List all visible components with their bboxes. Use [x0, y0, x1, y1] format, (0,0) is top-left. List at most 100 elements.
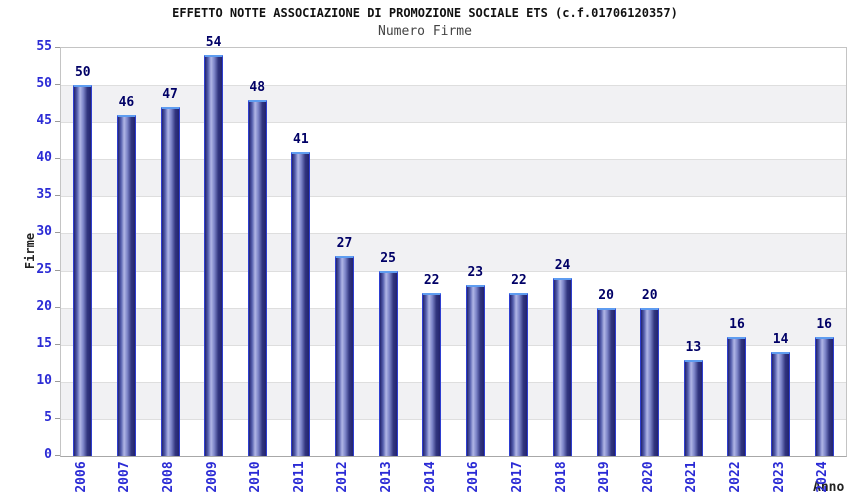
- y-tick-label: 30: [36, 224, 52, 240]
- x-tick-label: 2008: [161, 461, 177, 493]
- gridline: [61, 344, 846, 346]
- bar-value-label: 48: [249, 80, 266, 95]
- y-tick-label: 5: [44, 409, 52, 425]
- bar-2019: [596, 308, 616, 456]
- y-tick-mark: [55, 195, 60, 197]
- bar-value-label: 41: [293, 132, 309, 147]
- x-axis-title: Anno: [813, 480, 845, 495]
- bar-value-label: 22: [511, 273, 527, 288]
- bar-2021: [683, 360, 703, 456]
- x-tick-label: 2023: [771, 461, 787, 493]
- bar-2024: [814, 337, 834, 456]
- bar-value-label: 24: [554, 258, 571, 273]
- y-tick-mark: [55, 343, 60, 345]
- plot-band: [61, 418, 846, 456]
- y-tick-label: 20: [36, 298, 52, 314]
- gridline: [61, 270, 846, 272]
- gridline: [61, 85, 846, 87]
- bar-2017: [509, 293, 529, 456]
- chart-title: EFFETTO NOTTE ASSOCIAZIONE DI PROMOZIONE…: [172, 6, 678, 20]
- bar-2022: [727, 337, 747, 456]
- gridline: [61, 122, 846, 124]
- bar-value-label: 13: [685, 340, 702, 355]
- bar-2018: [553, 278, 573, 456]
- plot-band: [61, 381, 846, 419]
- bar-2006: [73, 85, 93, 456]
- bar-value-label: 14: [772, 332, 789, 347]
- x-tick-label: 2021: [684, 461, 700, 493]
- bar-value-label: 16: [816, 317, 833, 332]
- bar-value-label: 50: [74, 65, 91, 80]
- x-tick-label: 2017: [509, 461, 525, 493]
- bar-value-label: 47: [162, 87, 178, 102]
- x-tick-label: 2009: [204, 461, 220, 493]
- bar-2007: [116, 115, 136, 456]
- y-tick-label: 40: [36, 150, 52, 166]
- x-tick-label: 2014: [422, 461, 438, 493]
- bar-value-label: 27: [336, 236, 353, 251]
- y-tick-mark: [55, 158, 60, 160]
- bar-value-label: 20: [598, 288, 614, 303]
- bar-2009: [204, 55, 224, 456]
- y-tick-mark: [55, 306, 60, 308]
- x-tick-label: 2024: [815, 461, 831, 493]
- plot-band: [61, 122, 846, 160]
- y-tick-mark: [55, 269, 60, 271]
- bar-2010: [247, 100, 267, 456]
- bar-value-label: 23: [467, 265, 484, 280]
- chart-subtitle: Numero Firme: [378, 24, 472, 39]
- x-tick-label: 2022: [727, 461, 743, 493]
- bar-value-label: 25: [380, 251, 396, 266]
- x-tick-label: 2018: [553, 461, 569, 493]
- bar-value-label: 16: [729, 317, 745, 332]
- gridline: [61, 381, 846, 383]
- gridline: [61, 233, 846, 235]
- bar-2023: [771, 352, 791, 456]
- gridline: [61, 159, 846, 161]
- bar-value-label: 22: [423, 273, 440, 288]
- x-tick-label: 2006: [73, 461, 89, 493]
- plot-band: [61, 233, 846, 271]
- y-tick-mark: [55, 232, 60, 234]
- plot-band: [61, 196, 846, 234]
- bar-2013: [378, 271, 398, 456]
- y-tick-label: 10: [36, 372, 52, 388]
- gridline: [61, 196, 846, 198]
- bar-2014: [422, 293, 442, 456]
- x-tick-label: 2019: [597, 461, 613, 493]
- bar-2008: [160, 107, 180, 456]
- plot-band: [61, 159, 846, 197]
- y-tick-label: 15: [36, 335, 52, 351]
- y-tick-label: 0: [44, 447, 52, 462]
- x-tick-label: 2013: [379, 461, 395, 493]
- x-tick-label: 2010: [248, 461, 264, 493]
- bar-value-label: 54: [205, 35, 222, 50]
- bar-2020: [640, 308, 660, 456]
- y-tick-mark: [55, 455, 60, 456]
- x-tick-label: 2012: [335, 461, 351, 493]
- plot-band: [61, 48, 846, 86]
- y-tick-label: 45: [36, 113, 52, 129]
- y-tick-mark: [55, 47, 60, 48]
- y-tick-mark: [55, 121, 60, 123]
- gridline: [61, 418, 846, 420]
- plot-area: 50 46 47 54 48 41 27 25 22 23 22 24 20 20 13 16 14 16: [60, 35, 847, 457]
- y-tick-label: 25: [36, 261, 52, 277]
- plot-band: [61, 270, 846, 308]
- bar-2016: [465, 285, 485, 456]
- gridline: [61, 307, 846, 309]
- x-tick-label: 2011: [291, 461, 307, 493]
- y-tick-label: 50: [36, 76, 52, 92]
- plot-band: [61, 344, 846, 382]
- x-tick-label: 2007: [117, 461, 133, 493]
- bar-value-label: 20: [641, 288, 658, 303]
- x-tick-label: 2020: [640, 461, 656, 493]
- plot-band: [61, 307, 846, 345]
- bar-value-label: 46: [118, 95, 135, 110]
- y-tick-mark: [55, 380, 60, 382]
- y-tick-mark: [55, 84, 60, 86]
- y-tick-mark: [55, 417, 60, 419]
- bar-2011: [291, 152, 311, 456]
- x-tick-label: 2016: [466, 461, 482, 493]
